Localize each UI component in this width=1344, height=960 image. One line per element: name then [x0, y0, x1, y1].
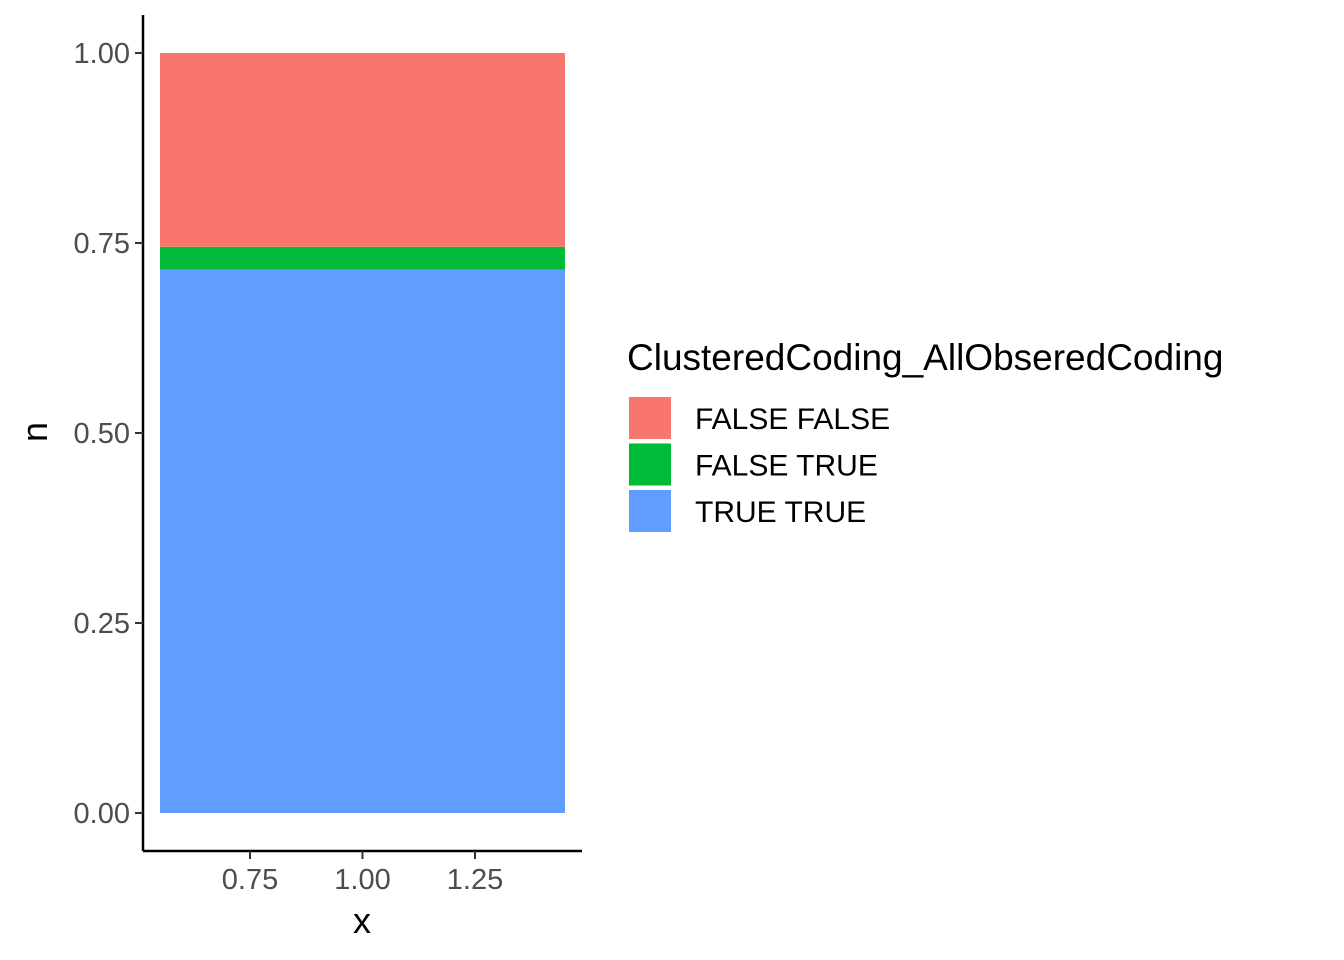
legend-key-false-false: [629, 397, 671, 439]
x-axis-title: x: [353, 900, 371, 941]
y-tick-label: 0.25: [74, 608, 130, 640]
legend-items: FALSE FALSE FALSE TRUE TRUE TRUE: [629, 397, 890, 532]
bar-segment-false-false: [160, 53, 565, 247]
legend-label: FALSE FALSE: [695, 403, 890, 436]
y-tick-label: 0.00: [74, 798, 130, 830]
legend-key-false-true: [629, 443, 671, 486]
bars-layer: [160, 53, 565, 814]
y-tick-label: 0.75: [74, 228, 130, 260]
x-tick-label: 0.75: [222, 864, 278, 896]
legend-title: ClusteredCoding_AllObseredCoding: [627, 337, 1223, 378]
y-tick-label: 1.00: [74, 38, 130, 70]
x-axis: 0.75 1.00 1.25: [143, 849, 582, 896]
legend-label: TRUE TRUE: [695, 496, 866, 529]
x-tick-label: 1.25: [447, 864, 503, 896]
legend-key-true-true: [629, 490, 671, 532]
legend: ClusteredCoding_AllObseredCoding FALSE F…: [627, 337, 1223, 532]
bar-segment-false-true: [160, 246, 565, 270]
y-axis-title: n: [14, 422, 55, 442]
x-tick-label: 1.00: [334, 864, 390, 896]
y-axis: 0.00 0.25 0.50 0.75 1.00: [74, 15, 145, 851]
bar-segment-true-true: [160, 269, 565, 814]
legend-label: FALSE TRUE: [695, 450, 878, 483]
y-tick-label: 0.50: [74, 418, 130, 450]
